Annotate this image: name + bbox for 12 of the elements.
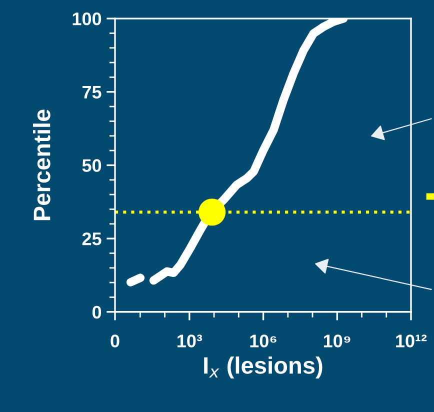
y-tick-label: 0 xyxy=(92,306,102,319)
y-tick-label: 50 xyxy=(82,159,102,172)
y-tick-label: 100 xyxy=(72,12,102,26)
y-axis-title: Percentile xyxy=(33,110,50,220)
y-tick-label: 25 xyxy=(82,232,102,246)
y-tick-label: 75 xyxy=(82,86,102,99)
x-tick-label: 10¹² xyxy=(396,334,427,348)
x-tick-label: 10⁹ xyxy=(324,334,350,348)
x-tick-label: 10³ xyxy=(178,334,202,348)
x-axis-title: I$_{x}$ (lesions) xyxy=(204,356,322,379)
x-tick-label: 10⁶ xyxy=(250,334,276,348)
x-tick-label: 0 xyxy=(110,334,120,348)
